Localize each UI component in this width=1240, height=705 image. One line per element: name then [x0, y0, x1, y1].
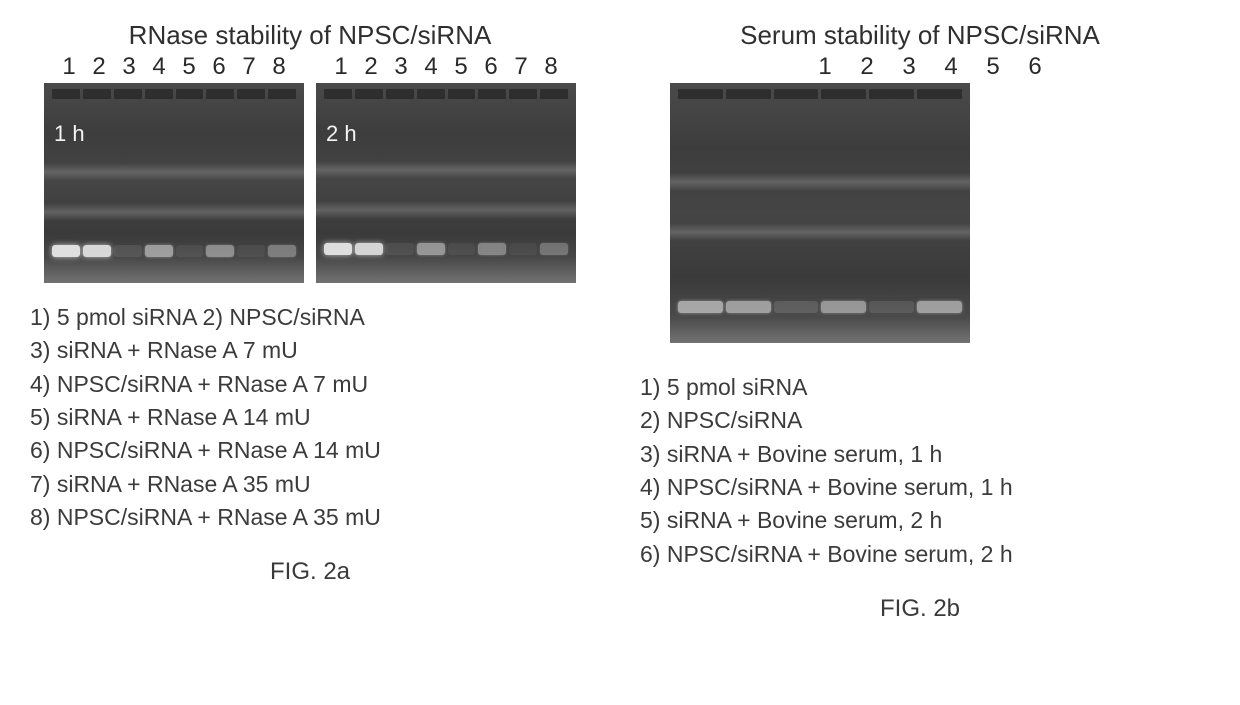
panel-a-gels: 1 h 2 h	[30, 83, 590, 283]
lane-number: 3	[114, 53, 144, 81]
gel-band	[386, 243, 414, 255]
panel-b-legend: 1) 5 pmol siRNA2) NPSC/siRNA3) siRNA + B…	[640, 371, 1200, 571]
gel-band	[145, 245, 173, 257]
panel-b: Serum stability of NPSC/siRNA 123456 1) …	[640, 20, 1200, 623]
gel-band	[206, 245, 234, 257]
lane-number: 2	[356, 53, 386, 81]
figure-row: RNase stability of NPSC/siRNA 12345678 1…	[30, 20, 1210, 623]
panel-a-lane-labels-left: 12345678	[54, 53, 294, 81]
legend-line: 4) NPSC/siRNA + Bovine serum, 1 h	[640, 471, 1200, 504]
lane-number: 6	[476, 53, 506, 81]
lane-number: 4	[930, 53, 972, 81]
lane-number: 8	[264, 53, 294, 81]
lane-number: 5	[174, 53, 204, 81]
legend-line: 5) siRNA + RNase A 14 mU	[30, 401, 590, 434]
lane-number: 7	[506, 53, 536, 81]
legend-line: 3) siRNA + RNase A 7 mU	[30, 334, 590, 367]
lane-number: 6	[204, 53, 234, 81]
lane-number: 1	[804, 53, 846, 81]
gel-band	[417, 243, 445, 255]
lane-number: 6	[1014, 53, 1056, 81]
lane-number: 8	[536, 53, 566, 81]
lane-number: 4	[144, 53, 174, 81]
lane-number: 1	[54, 53, 84, 81]
gel-glow	[44, 257, 304, 283]
gel-glow	[316, 257, 576, 283]
gel-wells	[52, 89, 296, 99]
gel-band	[509, 243, 537, 255]
panel-a-legend: 1) 5 pmol siRNA 2) NPSC/siRNA3) siRNA + …	[30, 301, 590, 534]
panel-a-lane-labels-right: 12345678	[326, 53, 566, 81]
legend-line: 8) NPSC/siRNA + RNase A 35 mU	[30, 501, 590, 534]
time-label-1h: 1 h	[54, 121, 85, 147]
gel-band	[869, 301, 914, 313]
legend-line: 2) NPSC/siRNA	[640, 404, 1200, 437]
gel-band	[821, 301, 866, 313]
panel-b-lane-row: 123456	[640, 53, 1200, 81]
gel-band	[324, 243, 352, 255]
gel-band	[678, 301, 723, 313]
gel-smear	[44, 163, 304, 181]
fig-2a-label: FIG. 2a	[30, 558, 590, 586]
legend-line: 5) siRNA + Bovine serum, 2 h	[640, 504, 1200, 537]
legend-line: 1) 5 pmol siRNA 2) NPSC/siRNA	[30, 301, 590, 334]
lane-number: 4	[416, 53, 446, 81]
lane-number: 3	[386, 53, 416, 81]
lane-number: 2	[84, 53, 114, 81]
gel-band	[917, 301, 962, 313]
fig-2b-label: FIG. 2b	[640, 595, 1200, 623]
band-row	[678, 301, 962, 313]
gel-smear	[670, 223, 970, 241]
gel-glow	[670, 317, 970, 343]
legend-line: 7) siRNA + RNase A 35 mU	[30, 468, 590, 501]
gel-band	[726, 301, 771, 313]
gel-smear	[316, 161, 576, 179]
lane-number: 5	[972, 53, 1014, 81]
panel-b-title: Serum stability of NPSC/siRNA	[640, 20, 1200, 51]
band-row	[52, 245, 296, 257]
gel-1h: 1 h	[44, 83, 304, 283]
panel-b-gels	[670, 83, 1200, 343]
gel-band	[355, 243, 383, 255]
gel-band	[478, 243, 506, 255]
band-row	[324, 243, 568, 255]
legend-line: 1) 5 pmol siRNA	[640, 371, 1200, 404]
legend-line: 6) NPSC/siRNA + Bovine serum, 2 h	[640, 538, 1200, 571]
legend-line: 4) NPSC/siRNA + RNase A 7 mU	[30, 368, 590, 401]
legend-line: 6) NPSC/siRNA + RNase A 14 mU	[30, 434, 590, 467]
gel-wells	[678, 89, 962, 99]
lane-number: 5	[446, 53, 476, 81]
time-label-2h: 2 h	[326, 121, 357, 147]
panel-b-lane-labels: 123456	[804, 53, 1056, 81]
gel-band	[83, 245, 111, 257]
gel-2h: 2 h	[316, 83, 576, 283]
gel-serum	[670, 83, 970, 343]
gel-band	[52, 245, 80, 257]
legend-line: 3) siRNA + Bovine serum, 1 h	[640, 438, 1200, 471]
gel-band	[176, 245, 204, 257]
lane-number: 3	[888, 53, 930, 81]
gel-band	[268, 245, 296, 257]
lane-number: 7	[234, 53, 264, 81]
gel-band	[774, 301, 819, 313]
gel-band	[540, 243, 568, 255]
panel-a: RNase stability of NPSC/siRNA 12345678 1…	[30, 20, 590, 586]
gel-smear	[44, 203, 304, 221]
gel-band	[448, 243, 476, 255]
lane-number: 1	[326, 53, 356, 81]
gel-band	[237, 245, 265, 257]
lane-number: 2	[846, 53, 888, 81]
panel-a-title: RNase stability of NPSC/siRNA	[30, 20, 590, 51]
gel-smear	[316, 201, 576, 219]
gel-wells	[324, 89, 568, 99]
panel-a-lane-row: 12345678 12345678	[30, 53, 590, 81]
gel-smear	[670, 173, 970, 191]
gel-band	[114, 245, 142, 257]
